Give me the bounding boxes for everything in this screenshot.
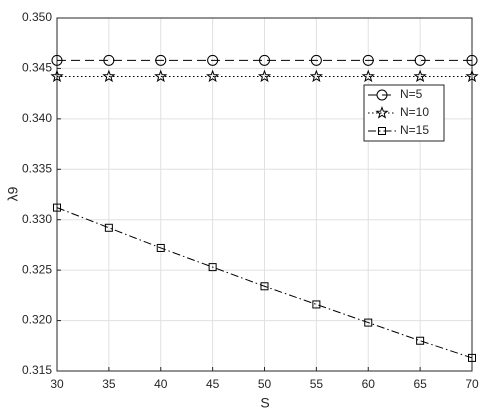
marker: [103, 54, 115, 66]
y-axis-label: λ9: [5, 186, 21, 201]
marker: [259, 54, 270, 66]
marker: [468, 353, 476, 362]
series-line: [56, 207, 473, 359]
marker: [207, 54, 219, 66]
marker: [155, 54, 167, 66]
x-tick-label: 60: [362, 377, 376, 391]
x-tick-label: 40: [154, 377, 168, 391]
x-tick-label: 55: [310, 377, 324, 391]
marker: [104, 223, 113, 232]
marker: [413, 69, 427, 83]
y-tick-label: 0.340: [22, 111, 52, 125]
marker: [312, 300, 321, 309]
marker: [154, 69, 168, 83]
y-tick-label: 0.320: [22, 313, 52, 327]
y-tick-label: 0.350: [22, 10, 52, 24]
x-tick-label: 35: [102, 377, 116, 391]
marker: [309, 69, 323, 83]
marker: [361, 69, 375, 83]
y-tick-label: 0.335: [22, 161, 52, 175]
marker: [375, 106, 389, 119]
marker: [206, 69, 220, 83]
marker: [257, 69, 272, 83]
marker: [465, 69, 479, 83]
marker: [362, 54, 374, 66]
marker: [414, 54, 426, 66]
x-tick-label: 30: [50, 377, 64, 391]
y-tick-label: 0.315: [22, 363, 52, 377]
marker: [260, 282, 269, 291]
marker: [376, 89, 388, 101]
x-axis-label: S: [260, 395, 269, 411]
plot-frame: [56, 17, 473, 372]
legend-label: N=15: [400, 123, 429, 137]
x-tick-label: 65: [413, 377, 427, 391]
marker: [310, 54, 322, 66]
y-tick-label: 0.345: [22, 61, 52, 75]
marker: [102, 69, 116, 83]
x-tick-label: 50: [258, 377, 272, 391]
marker: [156, 243, 165, 252]
legend-label: N=10: [400, 105, 429, 119]
y-tick-label: 0.330: [22, 212, 52, 226]
marker: [53, 203, 61, 212]
marker: [466, 54, 478, 66]
x-tick-label: 70: [465, 377, 479, 391]
legend: N=5 N=10 N=15: [363, 84, 445, 142]
legend-label: N=5: [400, 87, 423, 101]
marker: [378, 127, 386, 135]
marker: [51, 54, 63, 66]
y-tick-label: 0.325: [22, 262, 52, 276]
x-tick-label: 45: [206, 377, 220, 391]
marker: [364, 318, 373, 327]
marker: [50, 69, 64, 83]
marker: [208, 263, 217, 272]
marker: [416, 336, 425, 345]
